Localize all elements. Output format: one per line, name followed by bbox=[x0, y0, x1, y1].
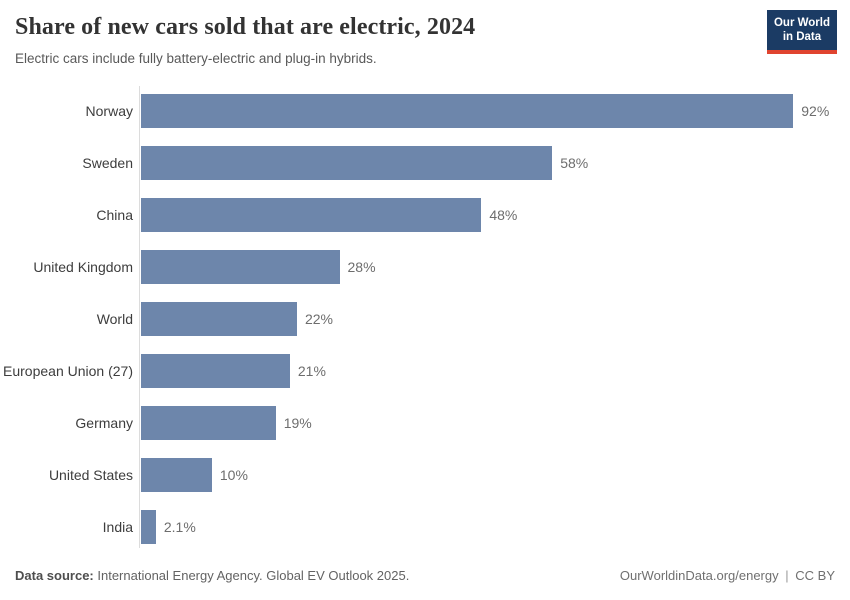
bar[interactable] bbox=[141, 198, 482, 232]
chart-footer: Data source: International Energy Agency… bbox=[15, 568, 835, 583]
bar-track: 10% bbox=[141, 449, 850, 501]
y-axis-line bbox=[139, 86, 140, 548]
category-label: United Kingdom bbox=[33, 259, 133, 275]
category-label: China bbox=[96, 207, 133, 223]
category-label: Sweden bbox=[82, 155, 133, 171]
value-label: 21% bbox=[297, 363, 326, 379]
bar-row: European Union (27) 21% bbox=[0, 345, 850, 397]
owid-logo-line1: Our World bbox=[773, 17, 830, 29]
bar-track: 92% bbox=[141, 85, 850, 137]
bar-row: United States 10% bbox=[0, 449, 850, 501]
bar-track: 58% bbox=[141, 137, 850, 189]
bar[interactable] bbox=[141, 458, 212, 492]
value-label: 22% bbox=[304, 311, 333, 327]
bar-track: 21% bbox=[141, 345, 850, 397]
value-label: 2.1% bbox=[163, 519, 196, 535]
category-label: Norway bbox=[85, 103, 133, 119]
data-source-label: Data source: bbox=[15, 568, 94, 583]
bar-row: Norway 92% bbox=[0, 85, 850, 137]
bar-row: World 22% bbox=[0, 293, 850, 345]
category-label: India bbox=[102, 519, 133, 535]
value-label: 10% bbox=[219, 467, 248, 483]
bar-track: 22% bbox=[141, 293, 850, 345]
credit-line: OurWorldinData.org/energy | CC BY bbox=[620, 568, 835, 583]
value-label: 58% bbox=[560, 155, 589, 171]
bar-row: Germany 19% bbox=[0, 397, 850, 449]
bar-track: 2.1% bbox=[141, 501, 850, 553]
category-label: European Union (27) bbox=[3, 363, 133, 379]
owid-logo-line2: in Data bbox=[782, 30, 822, 43]
bar[interactable] bbox=[141, 354, 290, 388]
owid-logo[interactable]: Our World in Data bbox=[766, 10, 837, 54]
credit-divider: | bbox=[785, 568, 789, 583]
data-source-text: International Energy Agency. Global EV O… bbox=[97, 568, 410, 583]
chart-subtitle: Electric cars include fully battery-elec… bbox=[15, 51, 377, 66]
category-label: United States bbox=[48, 467, 133, 483]
owid-url-link[interactable]: OurWorldinData.org/energy bbox=[619, 568, 779, 583]
bar-track: 48% bbox=[141, 189, 850, 241]
value-label: 48% bbox=[489, 207, 518, 223]
value-label: 19% bbox=[283, 415, 312, 431]
bar[interactable] bbox=[141, 250, 340, 284]
category-label: World bbox=[96, 311, 133, 327]
bar[interactable] bbox=[141, 146, 553, 180]
bar-chart: Norway 92% Sweden 58% China 48% United Kingdom… bbox=[0, 85, 850, 553]
page-title: Share of new cars sold that are electric… bbox=[15, 14, 476, 40]
license-link[interactable]: CC BY bbox=[795, 568, 835, 583]
category-label: Germany bbox=[75, 415, 133, 431]
bar-row: China 48% bbox=[0, 189, 850, 241]
bar[interactable] bbox=[141, 94, 794, 128]
bar-track: 19% bbox=[141, 397, 850, 449]
bar-row: India 2.1% bbox=[0, 501, 850, 553]
value-label: 92% bbox=[801, 103, 830, 119]
data-source: Data source: International Energy Agency… bbox=[15, 568, 409, 583]
bar[interactable] bbox=[141, 510, 156, 544]
bar-row: United Kingdom 28% bbox=[0, 241, 850, 293]
bar[interactable] bbox=[141, 406, 276, 440]
value-label: 28% bbox=[347, 259, 376, 275]
bar-track: 28% bbox=[141, 241, 850, 293]
bar[interactable] bbox=[141, 302, 297, 336]
bar-row: Sweden 58% bbox=[0, 137, 850, 189]
